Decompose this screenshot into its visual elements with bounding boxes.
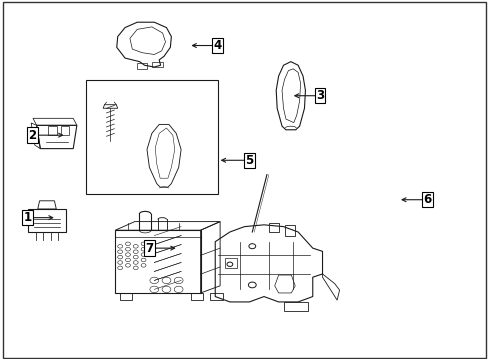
Text: 5: 5 xyxy=(245,154,253,167)
Text: 7: 7 xyxy=(145,242,153,255)
Text: 2: 2 xyxy=(28,129,37,142)
Text: 3: 3 xyxy=(315,89,324,102)
Text: 4: 4 xyxy=(213,39,222,52)
Text: 6: 6 xyxy=(422,193,430,206)
Text: 1: 1 xyxy=(23,211,32,224)
